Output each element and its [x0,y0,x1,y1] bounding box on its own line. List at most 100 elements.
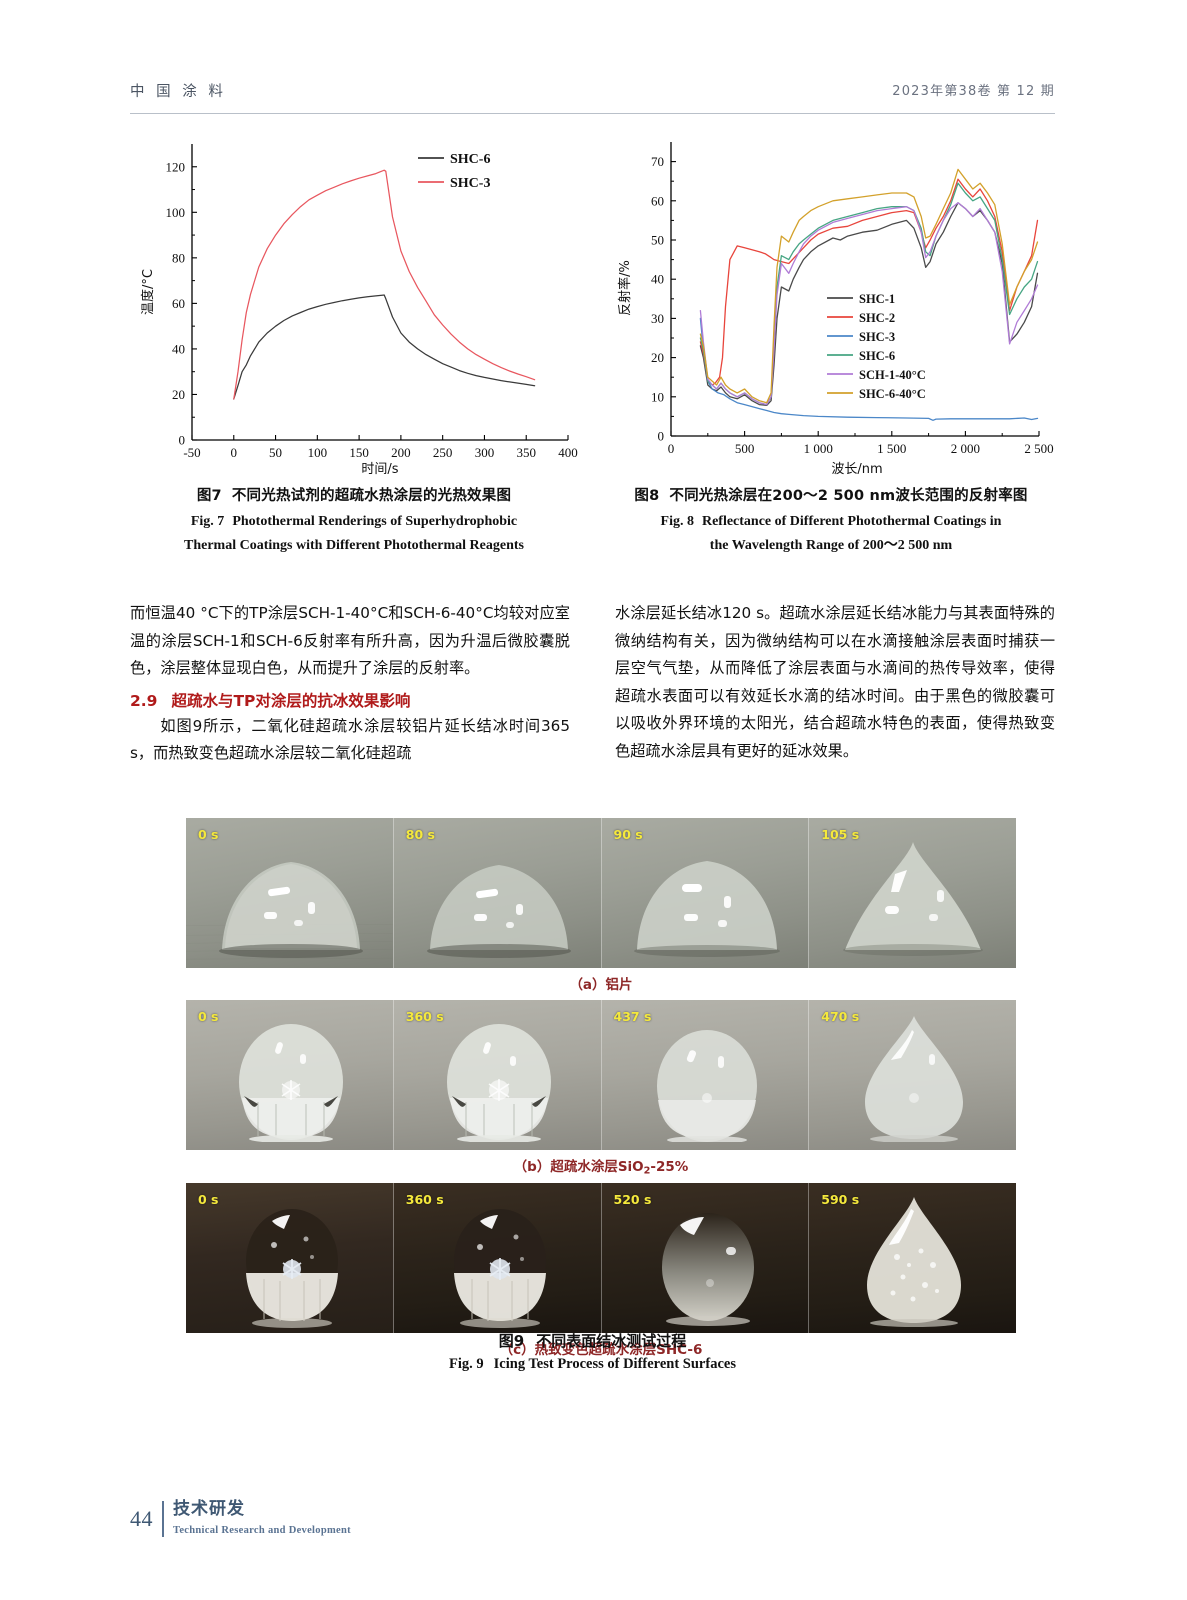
footer-section-en: Technical Research and Development [173,1524,351,1536]
figure-9-en-label: Fig. 9 [449,1356,484,1372]
svg-text:SHC-2: SHC-2 [859,311,895,325]
water-droplet [633,861,780,957]
figure-9-cn-number: 图9 [498,1332,525,1350]
water-droplet [446,1024,551,1142]
svg-text:60: 60 [651,193,664,208]
figure-9-row-b: 0 s 360 s [186,1000,1016,1150]
chart-reflectance: 0 500 1 000 1 500 2 000 2 500 0 10 20 30 40 50 60 70… [617,142,1054,477]
svg-text:反射率/%: 反射率/% [617,260,633,316]
issue-info: 2023年第38卷 第 12 期 [892,84,1055,99]
svg-text:时间/s: 时间/s [361,462,398,477]
water-droplet [219,862,363,958]
page-number: 44 [130,1506,153,1532]
svg-text:SHC-1: SHC-1 [859,292,895,306]
figure-8-en-line1: Reflectance of Different Photothermal Co… [701,513,1002,529]
figure-7-en-line2: Thermal Coatings with Different Photothe… [184,537,524,553]
journal-name: 中 国 涂 料 [130,84,227,100]
svg-text:100: 100 [308,445,328,460]
footer-divider [162,1501,164,1538]
timestamp-label: 470 s [821,1009,860,1024]
figure-9-row-a: 0 s [186,818,1016,968]
svg-text:50: 50 [651,233,664,248]
figure-8-cn-text: 不同光热涂层在200～2 500 nm波长范围的反射率图 [669,488,1028,504]
svg-text:-50: -50 [183,445,200,460]
timestamp-label: 360 s [405,1009,444,1024]
timestamp-label: 590 s [821,1192,860,1208]
svg-text:300: 300 [475,445,495,460]
section-title: 超疏水与TP对涂层的抗冰效果影响 [171,691,411,710]
svg-text:10: 10 [651,389,664,404]
page-header: 中 国 涂 料 2023年第38卷 第 12 期 [130,80,1055,114]
photo-c-2: 360 s [393,1183,602,1334]
section-number: 2.9 [130,691,158,710]
section-heading-2-9: 2.9 超疏水与TP对涂层的抗冰效果影响 [130,689,570,711]
svg-text:70: 70 [651,154,664,169]
timestamp-label: 0 s [198,827,219,842]
water-droplet [453,1209,546,1329]
svg-text:1 500: 1 500 [877,441,906,456]
figure-9-en-text: Icing Test Process of Different Surfaces [493,1356,736,1372]
svg-text:500: 500 [735,441,755,456]
footer-section-cn: 技术研发 [173,1499,245,1520]
photo-c-1: 0 s [186,1183,394,1334]
icing-droplet [661,1213,754,1327]
svg-text:SHC-6: SHC-6 [450,152,490,167]
svg-text:SHC-3: SHC-3 [450,176,490,191]
water-droplet [239,1024,343,1142]
water-droplet [246,1209,338,1329]
svg-text:2 500: 2 500 [1024,441,1053,456]
figure-8-plot: 0 500 1 000 1 500 2 000 2 500 0 10 20 30 40 50 60 70… [607,128,1055,478]
right-paragraph-1: 水涂层延长结冰120 s。超疏水涂层延长结冰能力与其表面特殊的微纳结构有关，因为… [615,604,1055,760]
svg-text:20: 20 [172,387,185,402]
photo-b-4: 470 s [809,1000,1016,1150]
figure-8-caption: 图8 不同光热涂层在200～2 500 nm波长范围的反射率图 Fig. 8 Ref… [607,486,1055,556]
svg-text:250: 250 [433,445,453,460]
icing-droplet [656,1030,757,1142]
figure-7-cn-text: 不同光热试剂的超疏水热涂层的光热效果图 [231,488,512,504]
svg-text:1 000: 1 000 [804,441,833,456]
figure-9-caption-b: （b）超疏水涂层SiO2-25% [186,1155,1016,1176]
svg-text:350: 350 [516,445,536,460]
frozen-droplet [867,1197,962,1328]
left-paragraph-1: 而恒温40 °C下的TP涂层SCH-1-40°C和SCH-6-40°C均较对应室… [130,604,570,677]
svg-text:0: 0 [658,429,665,444]
footer-section: 技术研发 Technical Research and Development [173,1499,351,1538]
figure-9-caption-a: （a）铝片 [569,977,633,993]
timestamp-label: 105 s [821,827,860,842]
figure-7-en-line1: Photothermal Renderings of Superhydropho… [232,513,518,529]
svg-text:30: 30 [651,311,664,326]
figure-7-caption: 图7 不同光热试剂的超疏水热涂层的光热效果图 Fig. 7 Photothermal… [130,486,578,556]
figure-7: -50 0 50 100 150 200 250 300 350 400 0 20 40 60 80 100… [130,128,578,556]
left-column: 而恒温40 °C下的TP涂层SCH-1-40°C和SCH-6-40°C均较对应室… [130,600,570,768]
photo-a-4: 105 s [809,818,1016,968]
figure-8-en-label: Fig. 8 [660,513,694,529]
figure-7-en-label: Fig. 7 [190,513,225,529]
svg-text:50: 50 [269,445,282,460]
right-column: 水涂层延长结冰120 s。超疏水涂层延长结冰能力与其表面特殊的微纳结构有关，因为… [615,600,1055,768]
timestamp-label: 437 s [613,1009,652,1024]
svg-text:2 000: 2 000 [951,441,980,456]
frozen-droplet [865,1016,964,1142]
svg-text:SCH-1-40°C: SCH-1-40°C [859,368,926,382]
page-footer: 44 技术研发 Technical Research and Developme… [130,1499,351,1538]
svg-text:温度/°C: 温度/°C [140,269,156,315]
timestamp-label: 0 s [198,1192,219,1208]
figure-9: 0 s [186,818,1016,1365]
photo-b-3: 437 s [601,1000,810,1150]
photo-c-3: 520 s [601,1183,810,1334]
chart-photothermal: -50 0 50 100 150 200 250 300 350 400 020406080100… [140,144,578,477]
svg-text:0: 0 [668,441,675,456]
photo-a-3: 90 s [601,818,810,968]
timestamp-label: 520 s [613,1192,652,1208]
photo-c-4: 590 s [809,1183,1016,1334]
caption-b-suffix: -25% [650,1159,689,1175]
figure-9-caption: 图9 不同表面结冰测试过程 Fig. 9 Icing Test Process of… [130,1330,1055,1373]
water-droplet [426,865,571,958]
svg-text:SHC-6-40°C: SHC-6-40°C [859,387,926,401]
svg-text:40: 40 [172,341,185,356]
timestamp-label: 90 s [613,827,643,842]
figure-9-caption-c: （c）热致变色超疏水涂层SHC-6 [499,1342,703,1359]
timestamp-label: 0 s [198,1009,219,1024]
figure-8: 0 500 1 000 1 500 2 000 2 500 0 10 20 30 40 50 60 70… [607,128,1055,556]
